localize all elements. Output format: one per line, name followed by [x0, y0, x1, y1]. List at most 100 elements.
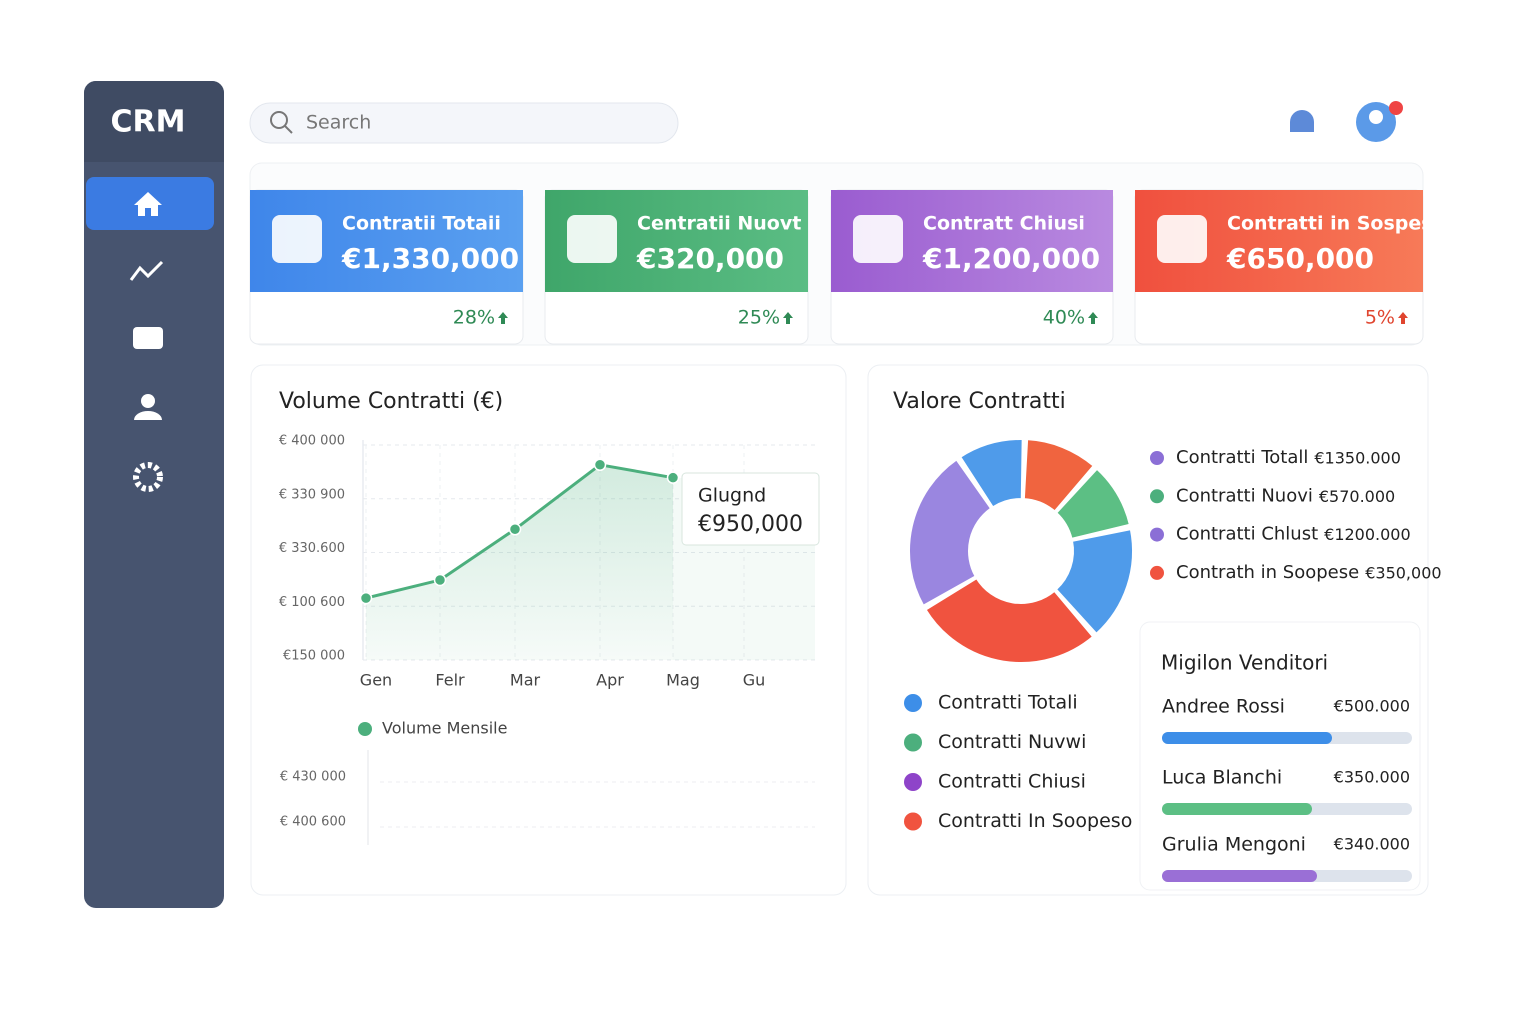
change-arrow [1088, 312, 1098, 324]
x-tick-label: Mag [666, 671, 700, 690]
nav-messages[interactable] [133, 327, 163, 349]
legend-name: Contratti Nuvwi [938, 731, 1086, 753]
kpi-change: 40% [1043, 307, 1085, 329]
sidebar [84, 81, 224, 908]
progress-fill [1162, 803, 1312, 815]
legend-label: Volume Mensile [382, 719, 507, 738]
nav-contacts[interactable] [141, 394, 155, 408]
kpi-icon [567, 215, 617, 263]
seller-name: Grulia Mengoni [1162, 834, 1306, 856]
legend-name: Contratti Chiusi [938, 771, 1086, 793]
legend-dot [904, 773, 922, 791]
kpi-value: €650,000 [1226, 242, 1374, 275]
x-tick-label: Felr [435, 671, 465, 690]
kpi-icon [853, 215, 903, 263]
legend-name: Contrath in Soopese [1176, 562, 1359, 583]
donut-segment [1054, 527, 1134, 636]
sellers-title: Migilon Venditori [1161, 651, 1328, 675]
avatar-badge [1389, 101, 1403, 115]
nav-settings[interactable] [133, 462, 163, 492]
change-arrow [1398, 312, 1408, 324]
legend-name: Contratti In Soopeso [938, 810, 1132, 832]
home-icon [134, 192, 162, 216]
x-tick-label: Gen [360, 671, 392, 690]
legend-value: €1350.000 [1314, 449, 1401, 468]
kpi-change: 25% [738, 307, 780, 329]
lower-tick-label: € 430 000 [280, 770, 346, 785]
search-placeholder: Search [306, 112, 371, 134]
value-title: Valore Contratti [893, 389, 1066, 414]
legend-name: Contratti Nuovi [1176, 485, 1313, 506]
search-icon-handle [284, 125, 293, 134]
donut-segment [924, 576, 1095, 664]
x-tick-label: Apr [596, 671, 624, 690]
y-tick-label: €150 000 [283, 649, 345, 664]
notification-bell[interactable] [1290, 110, 1314, 132]
y-tick-label: € 400 000 [279, 434, 345, 449]
kpi-change: 5% [1365, 307, 1395, 329]
kpi-value: €320,000 [636, 242, 784, 275]
seller-amount: €500.000 [1334, 697, 1410, 716]
kpi-title: Contratii Totaii [342, 213, 501, 235]
change-arrow [498, 312, 508, 324]
sidebar-header [84, 81, 224, 162]
legend-dot [1150, 489, 1164, 504]
legend-dot [904, 733, 922, 752]
logo: CRM [111, 105, 186, 140]
sellers-panel [1139, 621, 1421, 891]
legend-value: €570.000 [1319, 487, 1395, 506]
point [508, 523, 522, 536]
kpi-title: Contratt Chiusi [923, 213, 1085, 235]
donut-segment [1054, 467, 1132, 541]
progress-fill [1162, 732, 1332, 744]
point [666, 471, 680, 484]
legend-dot [1150, 451, 1164, 465]
search-bar[interactable] [249, 102, 679, 144]
legend-dot [1150, 527, 1164, 542]
tooltip-label: Glugnd [698, 485, 766, 507]
legend-dot [904, 694, 922, 712]
legend-value: €1200.000 [1324, 525, 1411, 544]
donut-segment [1022, 438, 1096, 513]
kpi-value: €1,330,000 [341, 242, 519, 275]
kpi-title: Contratti in Sospese [1227, 213, 1445, 235]
donut-segment [908, 458, 993, 608]
kpi-icon [272, 215, 322, 263]
donut-segment [958, 438, 1024, 509]
point [433, 573, 447, 587]
legend-name: Contratti Chlust [1176, 524, 1318, 545]
legend-dot [358, 722, 372, 736]
avatar-head [1369, 110, 1383, 124]
legend-dot [1150, 565, 1164, 580]
seller-amount: €350.000 [1334, 768, 1410, 787]
change-arrow [783, 312, 793, 324]
legend-dot [904, 812, 922, 831]
seller-name: Luca Blanchi [1162, 767, 1282, 789]
progress-fill [1162, 870, 1317, 882]
point [593, 458, 607, 472]
kpi-icon [1157, 215, 1207, 263]
x-tick-label: Gu [743, 671, 766, 690]
tooltip-value: €950,000 [698, 512, 803, 537]
legend-value: €350,000 [1365, 563, 1441, 582]
point [359, 591, 373, 605]
y-tick-label: € 330 900 [279, 487, 345, 502]
search-icon [270, 111, 288, 129]
kpi-change: 28% [453, 307, 495, 329]
legend-name: Contratti Totali [938, 692, 1078, 714]
tooltip [681, 472, 820, 546]
legend-name: Contratti Totall [1176, 447, 1308, 468]
y-tick-label: € 100 600 [279, 595, 345, 610]
volume-title: Volume Contratti (€) [279, 389, 503, 414]
kpi-value: €1,200,000 [922, 242, 1100, 275]
seller-name: Andree Rossi [1162, 696, 1285, 718]
lower-tick-label: € 400 600 [280, 815, 346, 830]
x-tick-label: Mar [510, 671, 541, 690]
kpi-title: Centratii Nuovt [637, 213, 801, 235]
contacts-body [134, 411, 162, 420]
area [366, 464, 673, 660]
y-tick-label: € 330.600 [279, 541, 345, 556]
nav-analytics[interactable] [129, 260, 164, 281]
